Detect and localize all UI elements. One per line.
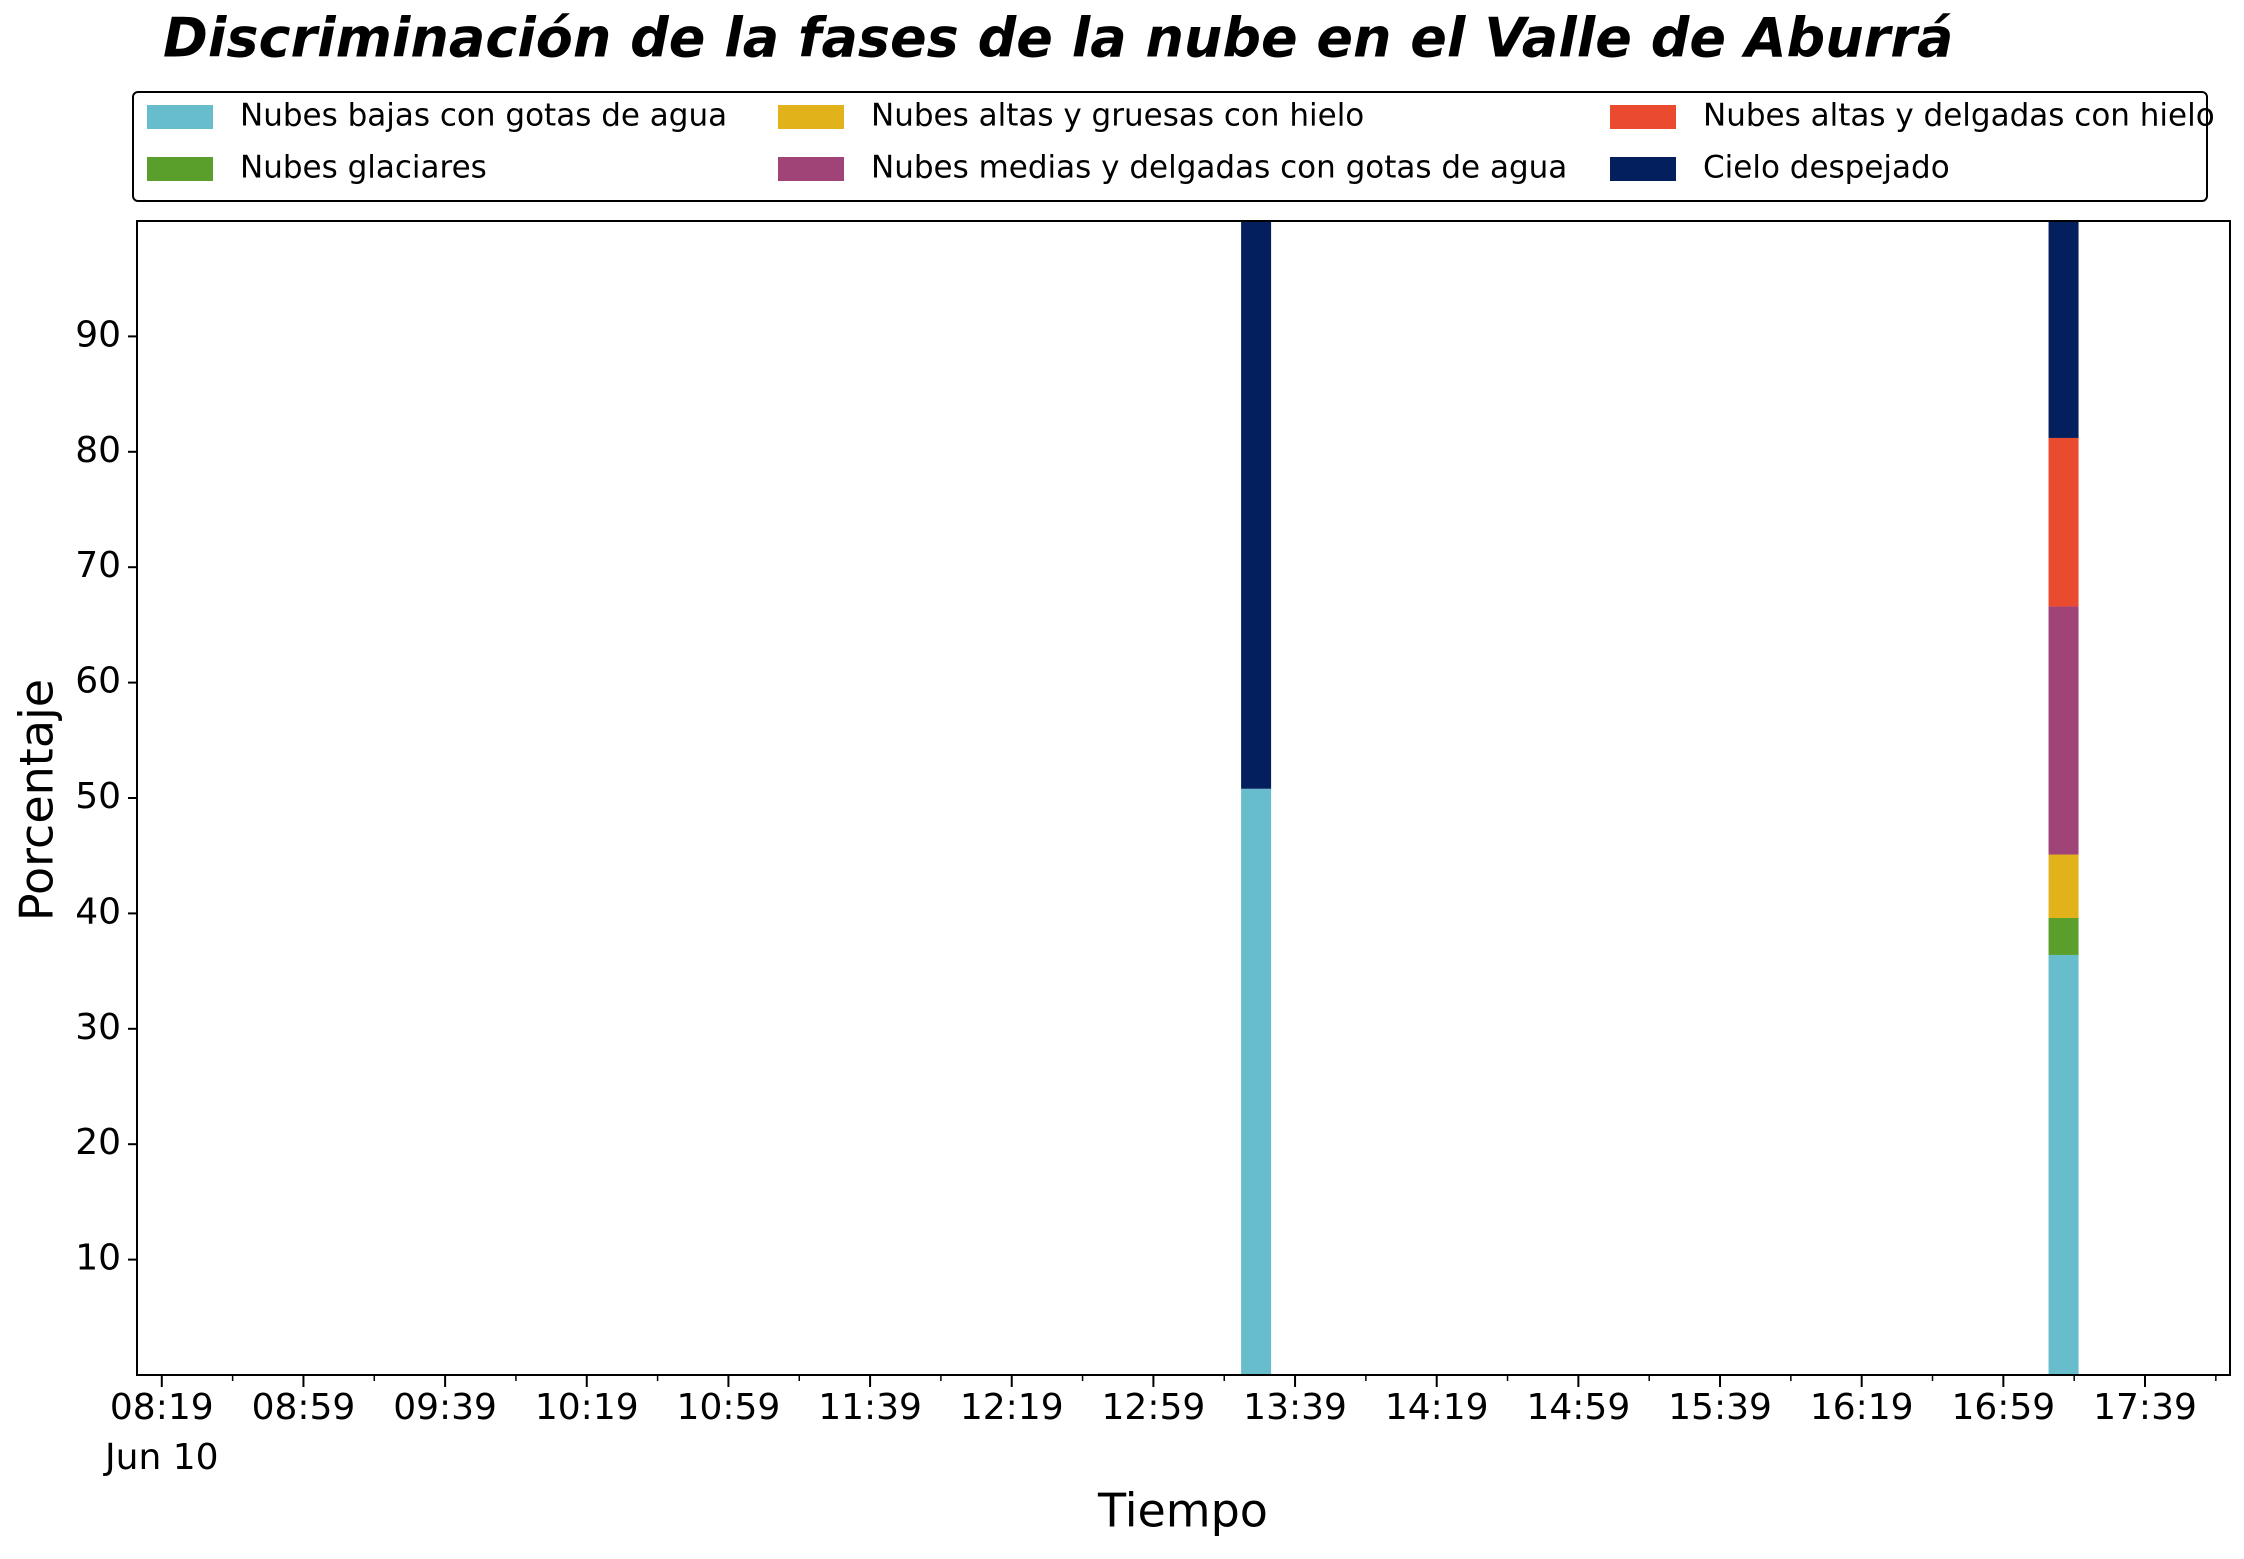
y-axis-label: Porcentaje	[10, 679, 64, 921]
x-axis-label: Tiempo	[1097, 1484, 1268, 1538]
legend-swatch	[147, 157, 213, 181]
bar-segment	[2048, 918, 2079, 955]
x-tick-label: 15:39	[1668, 1387, 1772, 1428]
bar-segment	[2048, 221, 2079, 438]
legend-swatch	[1610, 157, 1676, 181]
bar-segment	[1241, 788, 1272, 1375]
legend-swatch	[147, 105, 213, 129]
y-tick-label: 70	[75, 545, 121, 586]
bar-segment	[2048, 854, 2079, 919]
bar-segment	[2048, 437, 2079, 607]
x-tick-label: 09:39	[393, 1387, 497, 1428]
plot-frame	[136, 220, 2231, 1376]
x-tick-label: 16:59	[1951, 1387, 2055, 1428]
bar-segment	[2048, 954, 2079, 1375]
legend-swatch	[778, 157, 844, 181]
y-tick-label: 80	[75, 430, 121, 471]
x-tick-label: 12:19	[960, 1387, 1064, 1428]
x-tick-label: 16:19	[1810, 1387, 1914, 1428]
bar-segment	[2048, 606, 2079, 855]
x-tick-label: 12:59	[1102, 1387, 1206, 1428]
legend-label: Nubes bajas con gotas de agua	[240, 98, 727, 134]
x-tick-label: 08:19	[110, 1387, 214, 1428]
legend-label: Nubes altas y delgadas con hielo	[1703, 98, 2215, 134]
bar-segment	[1241, 221, 1272, 789]
chart-title: Discriminación de la fases de la nube en…	[163, 7, 1953, 70]
x-tick-label: 10:59	[677, 1387, 781, 1428]
legend-swatch	[778, 105, 844, 129]
x-tick-label: 08:59	[252, 1387, 356, 1428]
y-tick-label: 20	[75, 1122, 121, 1163]
x-tick-label: 10:19	[535, 1387, 639, 1428]
legend-label: Nubes altas y gruesas con hielo	[871, 98, 1364, 134]
legend-label: Nubes glaciares	[240, 150, 487, 186]
legend-label: Cielo despejado	[1703, 150, 1950, 186]
legend-label: Nubes medias y delgadas con gotas de agu…	[871, 150, 1567, 186]
legend-box	[132, 91, 2208, 202]
y-tick-label: 30	[75, 1007, 121, 1048]
y-tick-label: 90	[75, 314, 121, 355]
x-tick-label: 11:39	[818, 1387, 922, 1428]
y-tick-label: 60	[75, 661, 121, 702]
x-tick-label: 13:39	[1243, 1387, 1347, 1428]
y-tick-label: 10	[75, 1238, 121, 1279]
y-tick-label: 40	[75, 891, 121, 932]
x-tick-label: 14:59	[1526, 1387, 1630, 1428]
y-tick-label: 50	[75, 776, 121, 817]
x-tick-label: 17:39	[2093, 1387, 2197, 1428]
legend-swatch	[1610, 105, 1676, 129]
x-tick-label: 14:19	[1385, 1387, 1489, 1428]
x-date-label: Jun 10	[103, 1437, 219, 1478]
